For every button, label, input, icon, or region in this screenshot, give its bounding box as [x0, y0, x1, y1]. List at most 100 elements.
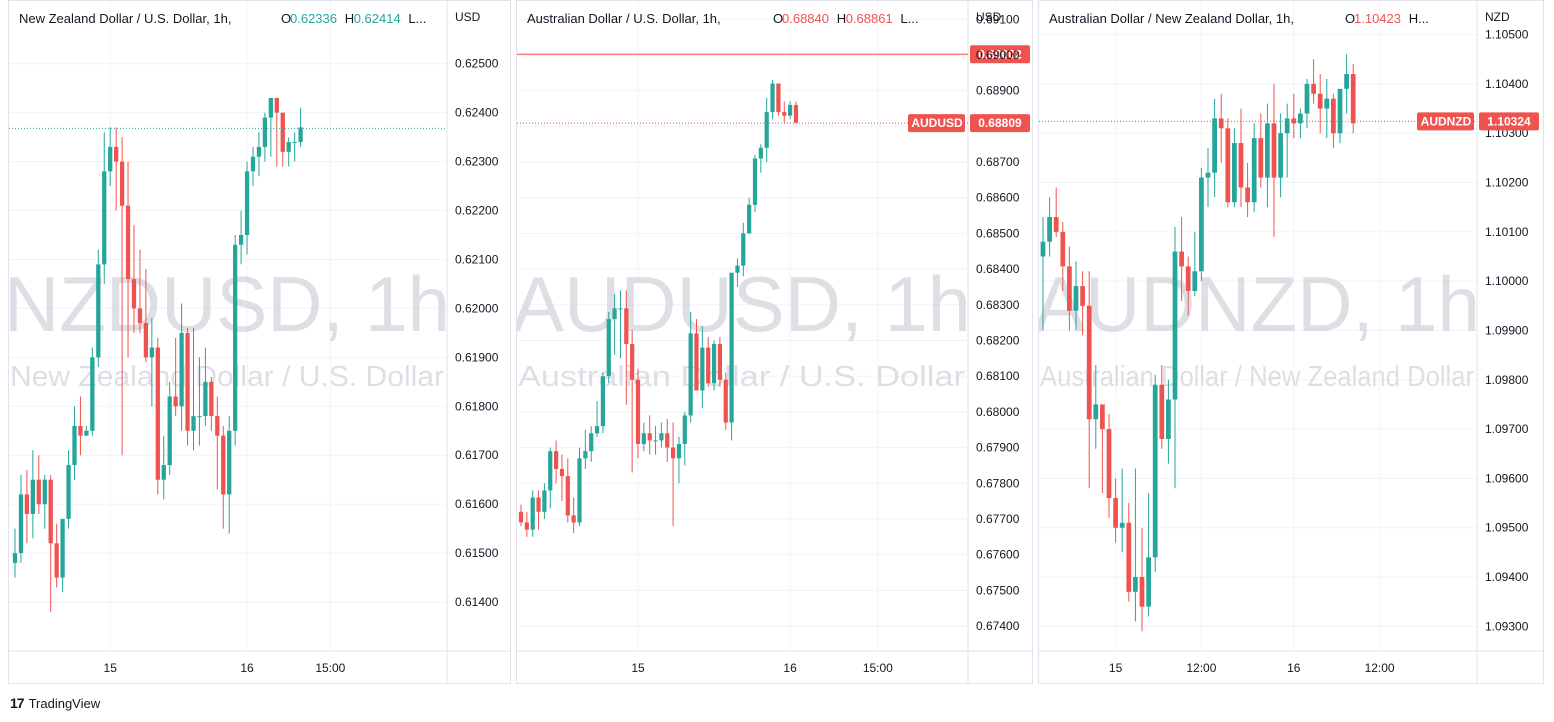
symbol-tag-label: AUDNZD	[1421, 114, 1472, 128]
y-tick-label: 0.69100	[976, 12, 1020, 26]
candle-body	[256, 146, 262, 157]
candle	[1067, 246, 1072, 331]
y-tick-label: 1.10000	[1485, 274, 1529, 288]
candle-body	[244, 171, 250, 236]
candle	[1324, 78, 1330, 139]
candle	[274, 97, 279, 167]
candle-body	[600, 376, 606, 427]
candle	[700, 326, 705, 409]
candle-body	[292, 142, 297, 144]
candle-body	[1238, 143, 1244, 188]
candle-body	[782, 112, 787, 116]
ohlc-key: H	[837, 11, 846, 26]
candle	[185, 328, 190, 446]
chart-svg-nzdusd[interactable]: NZDUSD, 1h New Zealand Dollar / U.S. Doll…	[9, 1, 511, 684]
candle	[1251, 123, 1257, 213]
candles-nzdusd	[12, 97, 303, 612]
chart-panel-audnzd[interactable]: AUDNZD, 1h Australian Dollar / New Zealan…	[1038, 0, 1544, 684]
candle	[66, 450, 71, 529]
candle-body	[618, 308, 623, 310]
candle	[524, 511, 529, 537]
symbol-tag	[908, 114, 965, 133]
candle-body	[54, 543, 59, 578]
candle-body	[1126, 522, 1132, 592]
candle-body	[589, 433, 594, 452]
y-tick-label: 0.69000	[976, 48, 1020, 62]
candle	[688, 311, 693, 423]
candle-body	[1251, 138, 1257, 203]
candle	[1053, 187, 1059, 237]
y-tick-label: 0.67400	[976, 619, 1020, 633]
candle-body	[1172, 251, 1178, 400]
candle-body	[548, 451, 553, 491]
candle	[1146, 493, 1151, 617]
candle	[1317, 74, 1323, 134]
candle	[518, 504, 524, 527]
candle-body	[612, 308, 617, 320]
candle-body	[1093, 404, 1099, 420]
candle	[167, 381, 172, 475]
candle	[36, 455, 41, 514]
y-tick-label: 0.67900	[976, 441, 1020, 455]
candle	[221, 425, 226, 529]
candle-body	[209, 381, 214, 417]
chart-svg-audusd[interactable]: AUDUSD, 1h Australian Dollar / U.S. Dolla…	[517, 1, 1033, 684]
candle-body	[1119, 522, 1125, 528]
horizontal-line-tag-label: 0.69002	[978, 47, 1022, 61]
ohlc-value: 1.10423	[1354, 11, 1401, 26]
candle	[770, 79, 775, 120]
chart-panel-nzdusd[interactable]: NZDUSD, 1h New Zealand Dollar / U.S. Doll…	[8, 0, 511, 684]
y-tick-label: 0.61400	[455, 595, 499, 609]
candle-body	[143, 323, 149, 358]
candle	[24, 469, 30, 544]
candle-body	[1080, 286, 1085, 306]
tradingview-branding[interactable]: 17 TradingView	[10, 694, 100, 712]
y-tick-label: 1.10200	[1485, 176, 1529, 190]
watermark-description: New Zealand Dollar / U.S. Dollar	[10, 361, 444, 393]
candle	[600, 372, 606, 434]
candle	[280, 112, 285, 167]
candle	[694, 319, 699, 391]
candle	[18, 474, 24, 563]
y-tick-label: 1.09300	[1485, 619, 1529, 633]
candle	[84, 425, 89, 436]
candle-body	[1166, 399, 1171, 439]
candle-body	[665, 433, 670, 448]
y-tick-label: 0.67600	[976, 548, 1020, 562]
candle	[155, 337, 160, 495]
candle	[96, 249, 101, 368]
candle-body	[747, 204, 752, 234]
candle	[1080, 271, 1085, 336]
candle	[741, 222, 746, 277]
candle-body	[565, 476, 570, 516]
candle	[292, 132, 297, 162]
candle-body	[758, 147, 763, 159]
candle	[90, 347, 95, 436]
grid-audnzd	[1039, 1, 1477, 651]
candle	[635, 369, 641, 459]
candle-body	[203, 381, 208, 417]
candle	[238, 210, 244, 265]
ohlc-value: 0.68861	[846, 11, 893, 26]
candle-body	[262, 117, 268, 147]
price-tag	[970, 114, 1030, 133]
ohlc-key: H	[345, 11, 354, 26]
candle	[536, 490, 541, 530]
candle-body	[524, 522, 529, 530]
chart-panel-audusd[interactable]: AUDUSD, 1h Australian Dollar / U.S. Dolla…	[516, 0, 1033, 684]
candle	[1212, 98, 1217, 198]
candle-body	[161, 465, 166, 480]
candle	[1350, 64, 1356, 134]
candle	[119, 137, 125, 456]
y-tick-label: 0.67700	[976, 512, 1020, 526]
candle	[102, 132, 107, 284]
candle	[542, 483, 547, 519]
candle	[1344, 54, 1349, 114]
candle-body	[1265, 123, 1270, 178]
candle	[758, 144, 763, 173]
candle-body	[729, 272, 734, 423]
candle	[1113, 478, 1118, 543]
chart-svg-audnzd[interactable]: AUDNZD, 1h Australian Dollar / New Zealan…	[1039, 1, 1544, 684]
candle	[149, 318, 154, 407]
candle	[647, 415, 652, 455]
